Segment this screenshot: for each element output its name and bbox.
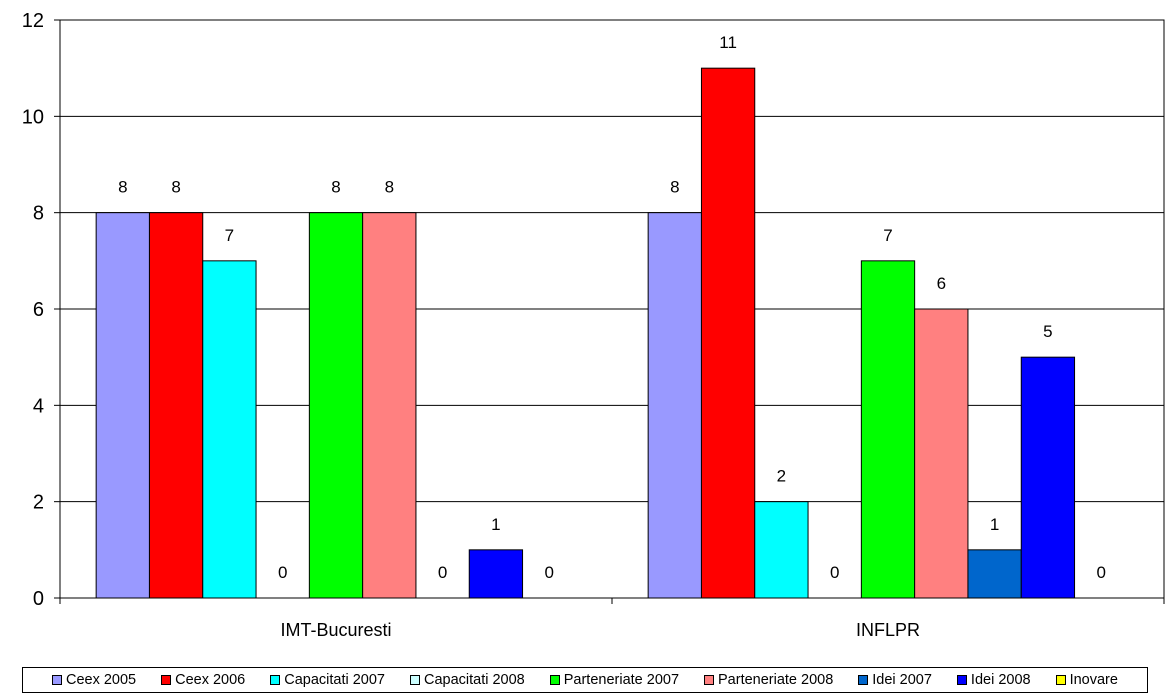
data-label: 6 xyxy=(937,274,946,293)
legend-swatch xyxy=(51,675,62,685)
bar xyxy=(754,501,809,599)
x-category-label: INFLPR xyxy=(856,620,920,640)
legend: Ceex 2005 Ceex 2006 Capacitati 2007 Capacit… xyxy=(22,667,1148,693)
legend-swatch xyxy=(161,675,172,685)
y-tick-label: 6 xyxy=(33,299,44,321)
bar xyxy=(202,260,257,599)
data-label: 8 xyxy=(385,178,394,197)
y-tick-label: 2 xyxy=(33,492,44,514)
legend-item: Idei 2008 xyxy=(956,672,1031,688)
data-label: 1 xyxy=(491,515,500,534)
data-label: 2 xyxy=(777,467,786,486)
bar xyxy=(148,212,204,599)
data-label: 8 xyxy=(171,178,180,197)
legend-item: Capacitati 2008 xyxy=(409,672,525,688)
data-label: 0 xyxy=(544,563,553,582)
bar xyxy=(362,212,417,599)
bar xyxy=(860,260,916,599)
legend-item: Ceex 2006 xyxy=(161,672,245,688)
legend-label: Parteneriate 2007 xyxy=(563,672,680,688)
legend-item: Parteneriate 2008 xyxy=(704,672,833,688)
y-tick-label: 12 xyxy=(22,10,44,32)
bar xyxy=(468,549,524,599)
legend-swatch xyxy=(270,675,281,685)
y-tick-label: 0 xyxy=(33,588,44,610)
data-label: 8 xyxy=(670,178,679,197)
data-label: 5 xyxy=(1043,322,1052,341)
legend-item: Capacitati 2007 xyxy=(270,672,385,688)
legend-label: Capacitati 2007 xyxy=(284,672,385,688)
legend-label: Ceex 2006 xyxy=(175,672,246,688)
data-label: 1 xyxy=(990,515,999,534)
data-label: 7 xyxy=(225,226,234,245)
bar xyxy=(1020,356,1076,599)
legend-swatch xyxy=(858,675,869,685)
data-label: 8 xyxy=(118,178,127,197)
bar xyxy=(967,549,1022,599)
legend-label: Inovare xyxy=(1069,672,1118,688)
legend-swatch xyxy=(549,675,560,685)
bars xyxy=(95,67,1076,599)
y-tick-label: 4 xyxy=(33,395,44,417)
legend-item: Idei 2007 xyxy=(858,672,932,688)
bar xyxy=(95,212,150,599)
data-labels: 8 8 7 0 8 8 0 1 0 8 11 2 0 7 6 1 5 0 xyxy=(118,33,1106,582)
data-label: 0 xyxy=(438,563,447,582)
legend-label: Idei 2007 xyxy=(872,672,932,688)
y-tick-label: 8 xyxy=(33,203,44,225)
legend-swatch xyxy=(409,675,420,685)
data-label: 11 xyxy=(719,33,737,52)
legend-label: Capacitati 2008 xyxy=(423,672,525,688)
legend-label: Idei 2008 xyxy=(970,672,1031,688)
bar xyxy=(647,212,702,599)
legend-label: Ceex 2005 xyxy=(65,672,137,688)
bar xyxy=(308,212,364,599)
legend-swatch xyxy=(704,675,714,685)
data-label: 0 xyxy=(830,563,839,582)
legend-item: Parteneriate 2007 xyxy=(549,672,680,688)
x-category-label: IMT-Bucuresti xyxy=(280,620,391,640)
data-label: 0 xyxy=(1096,563,1105,582)
legend-label: Parteneriate 2008 xyxy=(718,672,834,688)
y-tick-label: 10 xyxy=(22,106,44,128)
legend-swatch xyxy=(956,675,967,685)
legend-item: Ceex 2005 xyxy=(51,672,137,688)
data-label: 0 xyxy=(278,563,287,582)
data-label: 8 xyxy=(331,178,340,197)
bar xyxy=(914,308,969,599)
data-label: 7 xyxy=(883,226,892,245)
legend-swatch xyxy=(1055,675,1066,685)
bar xyxy=(700,67,756,599)
legend-item: Inovare xyxy=(1055,672,1118,688)
